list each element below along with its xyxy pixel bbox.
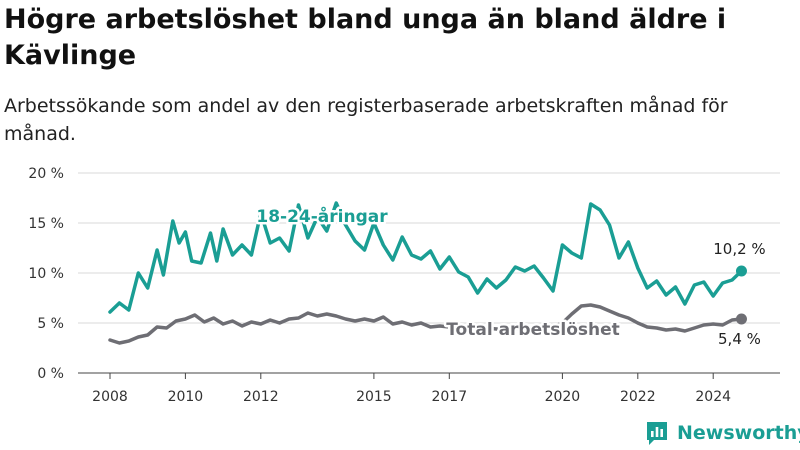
x-tick-label: 2017 [431,389,467,405]
total-end-value-label: 5,4 % [718,330,761,348]
youth-end-marker [735,265,747,277]
total-series-label: Total arbetslöshet [446,320,620,340]
brand-name: Newsworthy [677,422,800,444]
x-tick-label: 2024 [695,389,731,405]
x-tick-label: 2010 [168,389,204,405]
y-tick-label: 5 % [37,316,64,332]
youth-end-value-label: 10,2 % [713,240,765,258]
y-tick-label: 10 % [28,266,64,282]
youth-series-line [108,201,744,314]
x-tick-label: 2022 [620,389,656,405]
y-tick-label: 20 % [28,166,64,182]
chart-title: Högre arbetslöshet bland unga än bland ä… [4,4,727,71]
newsworthy-logo: Newsworthy [645,418,800,448]
x-tick-label: 2012 [243,389,279,405]
youth-series-label: 18-24-åringar [256,205,388,227]
chart-subtitle: Arbetssökande som andel av den registerb… [4,95,728,145]
x-tick-label: 2008 [92,389,128,405]
y-tick-label: 0 % [37,366,64,382]
total-series-line [108,303,744,345]
x-tick-label: 2020 [545,389,581,405]
x-tick-label: 2015 [356,389,392,405]
bar-chart-logo-icon [647,422,667,445]
y-tick-label: 15 % [28,216,64,232]
total-end-marker [735,313,747,325]
